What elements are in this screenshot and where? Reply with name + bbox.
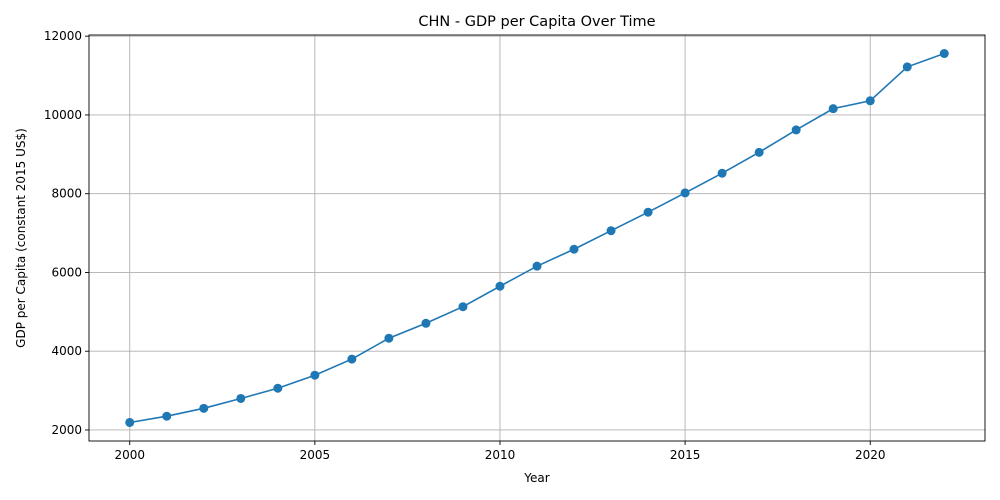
y-tick-label: 4000 (51, 344, 82, 358)
data-point (236, 393, 246, 403)
data-point (199, 403, 209, 413)
y-tick-label: 2000 (51, 423, 82, 437)
data-point (865, 96, 875, 106)
y-tick-label: 12000 (44, 29, 82, 43)
data-point (273, 383, 283, 393)
y-tick-label: 10000 (44, 108, 82, 122)
data-point (310, 370, 320, 380)
data-point (532, 261, 542, 271)
x-axis-label: Year (523, 471, 549, 485)
data-point (458, 302, 468, 312)
data-point (421, 318, 431, 328)
x-tick-label: 2020 (855, 448, 886, 462)
series-line (129, 52, 945, 424)
y-tick-label: 8000 (51, 187, 82, 201)
chart-title: CHN - GDP per Capita Over Time (418, 14, 655, 30)
x-tick-label: 2005 (300, 448, 331, 462)
grid-lines (89, 35, 985, 441)
data-point (347, 354, 357, 364)
y-axis: 2000 4000 6000 8000 10000 12000 (44, 29, 89, 437)
series-marker-layer (125, 49, 949, 427)
data-point (828, 104, 838, 114)
data-point (939, 49, 949, 59)
x-tick-label: 2000 (114, 448, 145, 462)
y-axis-label: GDP per Capita (constant 2015 US$) (14, 128, 28, 348)
data-point (643, 207, 653, 217)
x-axis: 2000 2005 2010 2015 2020 (114, 441, 885, 462)
data-point (495, 281, 505, 291)
data-point (606, 226, 616, 236)
x-tick-label: 2010 (485, 448, 516, 462)
data-point (569, 244, 579, 254)
data-point (680, 188, 690, 198)
data-point (384, 333, 394, 343)
data-point (717, 168, 727, 178)
y-tick-label: 6000 (51, 265, 82, 279)
x-tick-label: 2015 (670, 448, 701, 462)
plot-frame (88, 34, 986, 442)
data-point (902, 62, 912, 72)
data-point (791, 125, 801, 135)
data-point (125, 417, 135, 427)
data-point (162, 411, 172, 421)
data-point (754, 147, 764, 157)
series-line-layer (129, 52, 945, 424)
